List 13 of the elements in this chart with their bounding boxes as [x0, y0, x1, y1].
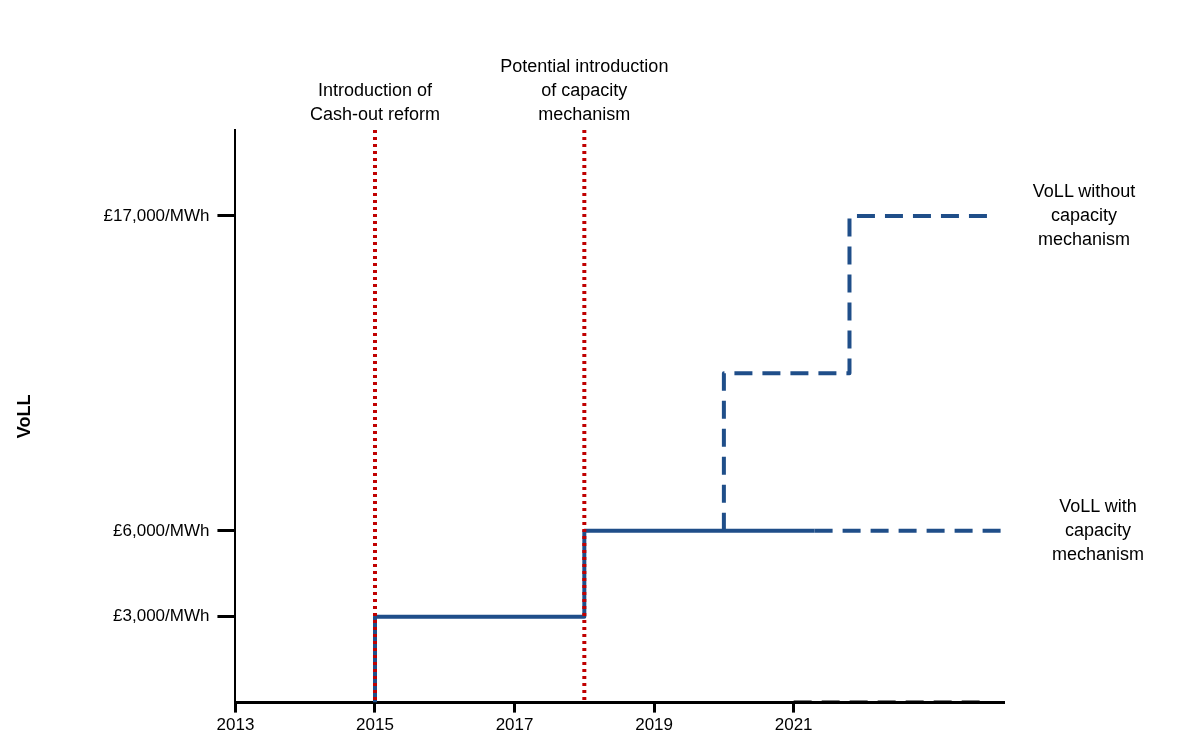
x-tick-label: 2019 [635, 715, 674, 735]
ref-line-label: Introduction of Cash-out reform [309, 79, 441, 124]
y-tick-label: £3,000/MWh [113, 606, 210, 626]
x-tick-label: 2013 [216, 715, 255, 735]
ref-line-label: Potential introduction of capacity mechanism [500, 55, 669, 124]
y-tick-label: £6,000/MWh [113, 520, 210, 540]
x-tick-label: 2017 [495, 715, 534, 735]
text: VoLL with capacity mechanism [1051, 495, 1145, 564]
text: VoLL without capacity mechanism [1032, 180, 1136, 249]
y-axis-title: VoLL [13, 394, 34, 439]
x-tick-label: 2015 [356, 715, 394, 735]
x-tick-label: 2021 [774, 715, 813, 735]
y-tick-label: £17,000/MWh [103, 205, 210, 225]
